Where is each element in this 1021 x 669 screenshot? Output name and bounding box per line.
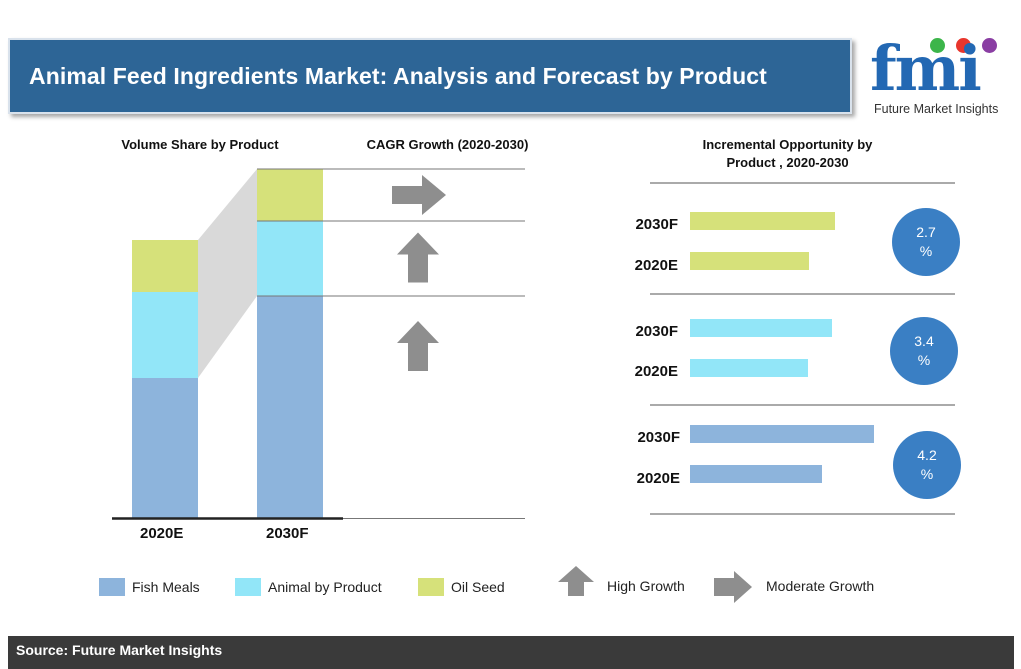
cagr-circle-animal-by-product: 3.4 %: [890, 317, 958, 385]
incremental-opportunity-chart: [650, 182, 955, 515]
legend-label-fish-meals: Fish Meals: [132, 579, 200, 595]
bar-connector: [198, 169, 257, 378]
legend-swatch-oil-seed: [418, 578, 444, 596]
opportunity-bar: [690, 252, 809, 270]
legend-label-oil-seed: Oil Seed: [451, 579, 505, 595]
bar-segment: [257, 296, 323, 518]
category-label-2030f: 2030F: [266, 525, 309, 542]
bar-segment: [132, 292, 198, 378]
year-label: 2020E: [634, 363, 678, 380]
cagr-growth-title: CAGR Growth (2020-2030): [366, 137, 529, 152]
cagr-circle-oil-seed: 2.7 %: [892, 208, 960, 276]
volume-share-chart: [112, 168, 525, 520]
logo: [868, 30, 1018, 120]
incremental-opportunity-title: Incremental Opportunity by Product , 202…: [702, 137, 873, 170]
legend-label-moderate-growth: Moderate Growth: [766, 578, 875, 594]
high-growth-arrow-icon: [558, 566, 594, 596]
cagr-value: 2.7 %: [916, 224, 936, 259]
category-label-2020e: 2020E: [140, 525, 184, 542]
year-label: 2030F: [635, 216, 678, 233]
year-label: 2020E: [636, 470, 680, 487]
legend-swatch-animal-by-product: [235, 578, 261, 596]
cagr-value: 4.2 %: [917, 447, 937, 482]
cagr-value: 3.4 %: [914, 333, 934, 368]
high-growth-arrow: [397, 232, 439, 283]
volume-share-title: Volume Share by Product: [121, 137, 279, 152]
opportunity-bar: [690, 212, 835, 230]
legend-swatch-fish-meals: [99, 578, 125, 596]
title-banner: Animal Feed Ingredients Market: Analysis…: [8, 38, 852, 114]
legend-label-animal-by-product: Animal by Product: [268, 579, 382, 595]
moderate-growth-arrow-icon: [714, 571, 752, 603]
source-footer: [8, 636, 1014, 669]
bar-segment: [257, 169, 323, 221]
year-label: 2020E: [634, 257, 678, 274]
logo-dot-red: [956, 38, 971, 53]
year-label: 2030F: [635, 323, 678, 340]
cagr-circle-fish-meals: 4.2 %: [893, 431, 961, 499]
legend-label-high-growth: High Growth: [607, 578, 685, 594]
year-label: 2030F: [637, 429, 680, 446]
bar-segment: [132, 240, 198, 292]
opportunity-bar: [690, 465, 822, 483]
high-growth-arrow: [397, 321, 439, 371]
source-text: Source: Future Market Insights: [16, 642, 223, 658]
opportunity-bar: [690, 319, 832, 337]
moderate-growth-arrow: [392, 175, 446, 215]
logo-dot-green: [930, 38, 945, 53]
opportunity-bar: [690, 359, 808, 377]
bar-segment: [132, 378, 198, 518]
logo-dot-purple: [982, 38, 997, 53]
logo-company-name: Future Market Insights: [874, 102, 999, 116]
page-title: Animal Feed Ingredients Market: Analysis…: [29, 62, 767, 89]
opportunity-bar: [690, 425, 874, 443]
logo-mark: fmi: [870, 32, 982, 105]
bar-segment: [257, 221, 323, 296]
